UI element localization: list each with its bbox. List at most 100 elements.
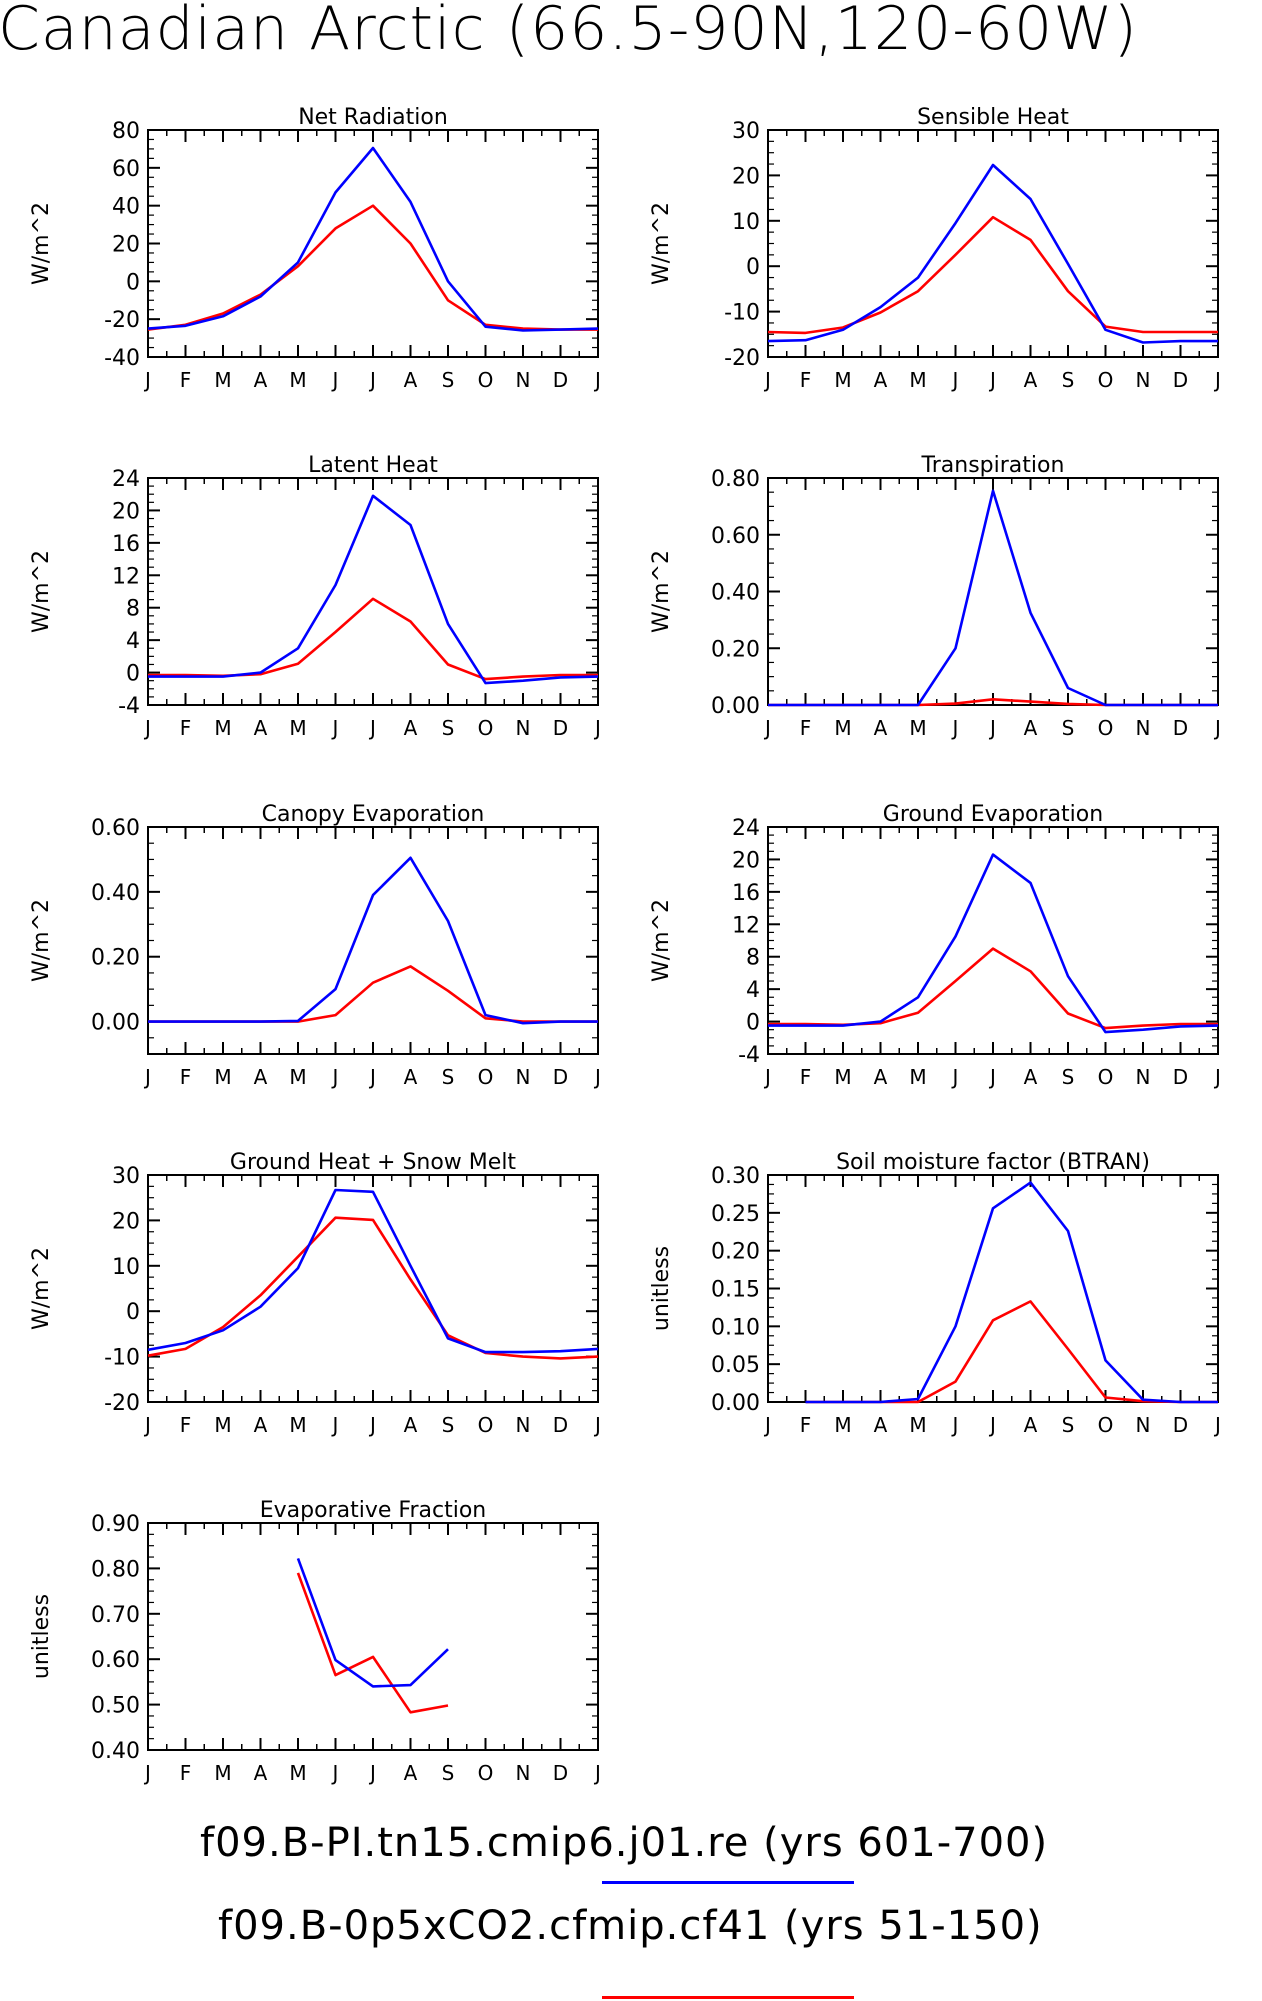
x-tick-label: J: [988, 1413, 996, 1437]
x-tick-label: A: [1024, 1413, 1038, 1437]
x-tick-label: A: [254, 1065, 268, 1089]
y-tick-label: 24: [732, 816, 760, 841]
x-tick-label: J: [763, 368, 771, 392]
x-tick-label: M: [214, 368, 231, 392]
x-tick-label: J: [143, 1413, 151, 1437]
y-axis-label: W/m^2: [29, 899, 54, 982]
y-axis-label: unitless: [649, 1246, 674, 1331]
x-tick-label: J: [593, 716, 601, 740]
x-tick-label: F: [800, 1413, 812, 1437]
chart-title: Soil moisture factor (BTRAN): [836, 1150, 1150, 1175]
y-tick-label: 0: [126, 1300, 140, 1325]
x-tick-label: N: [516, 1413, 531, 1437]
y-tick-label: 4: [746, 978, 760, 1003]
y-tick-label: 0: [746, 255, 760, 280]
series-line-run1: [147, 1188, 599, 1354]
y-tick-label: 20: [112, 233, 140, 258]
plot-frame: [767, 477, 1219, 706]
x-tick-label: F: [180, 1413, 192, 1437]
y-axis-label: W/m^2: [649, 550, 674, 633]
x-tick-label: O: [1098, 368, 1114, 392]
y-tick-label: 0.40: [711, 581, 760, 606]
x-tick-label: N: [516, 1065, 531, 1089]
x-tick-label: A: [874, 368, 888, 392]
x-tick-label: A: [404, 1065, 418, 1089]
x-tick-label: A: [254, 1413, 268, 1437]
y-tick-label: -20: [104, 308, 140, 333]
x-tick-label: M: [834, 1065, 851, 1089]
x-tick-label: J: [951, 716, 959, 740]
y-tick-label: 20: [112, 499, 140, 524]
x-tick-label: F: [800, 716, 812, 740]
y-tick-label: -10: [104, 1346, 140, 1371]
x-tick-label: M: [289, 716, 306, 740]
x-tick-label: N: [1136, 1065, 1151, 1089]
x-tick-label: J: [763, 716, 771, 740]
chart-title: Canopy Evaporation: [262, 802, 485, 827]
y-tick-label: 0: [746, 1011, 760, 1036]
y-tick-label: 0.60: [91, 1648, 140, 1673]
y-tick-label: 16: [112, 532, 140, 557]
x-tick-label: M: [214, 1413, 231, 1437]
x-tick-label: J: [763, 1065, 771, 1089]
x-tick-label: S: [442, 716, 455, 740]
x-tick-label: F: [180, 716, 192, 740]
y-tick-label: 0.40: [91, 881, 140, 906]
y-tick-label: 0.90: [91, 1512, 140, 1537]
y-axis-label: W/m^2: [649, 202, 674, 285]
x-tick-label: O: [478, 1065, 494, 1089]
y-tick-label: 40: [112, 195, 140, 220]
y-tick-label: 0.70: [91, 1603, 140, 1628]
y-tick-label: 0.40: [91, 1739, 140, 1764]
x-tick-label: F: [800, 368, 812, 392]
x-tick-label: N: [1136, 1413, 1151, 1437]
plot-frame: [147, 826, 599, 1055]
x-tick-label: O: [1098, 1065, 1114, 1089]
x-tick-label: S: [442, 1413, 455, 1437]
series-line-run1: [805, 1181, 1218, 1404]
x-tick-label: S: [442, 368, 455, 392]
x-tick-label: J: [951, 1065, 959, 1089]
y-axis-label: W/m^2: [29, 1247, 54, 1330]
x-tick-label: J: [593, 1065, 601, 1089]
plot-frame: [147, 1174, 599, 1403]
x-tick-label: O: [1098, 716, 1114, 740]
x-tick-label: J: [143, 1065, 151, 1089]
x-tick-label: J: [988, 716, 996, 740]
chart-title: Evaporative Fraction: [260, 1498, 486, 1523]
x-tick-label: F: [800, 1065, 812, 1089]
x-tick-label: J: [143, 368, 151, 392]
x-tick-label: J: [331, 716, 339, 740]
y-tick-label: 0.20: [91, 946, 140, 971]
x-tick-label: A: [254, 1761, 268, 1785]
series-line-run1: [148, 494, 599, 685]
x-tick-label: F: [180, 368, 192, 392]
series-line-run1: [148, 856, 598, 1025]
y-tick-label: 0.80: [91, 1557, 140, 1582]
x-tick-label: J: [593, 1761, 601, 1785]
x-tick-label: J: [331, 368, 339, 392]
x-tick-label: J: [593, 368, 601, 392]
x-tick-label: A: [874, 1065, 888, 1089]
y-tick-label: 0.60: [91, 816, 140, 841]
x-tick-label: J: [331, 1761, 339, 1785]
x-tick-label: S: [1062, 1065, 1075, 1089]
y-axis-label: unitless: [29, 1594, 54, 1679]
x-tick-label: M: [214, 1065, 231, 1089]
legend-label-run1: f09.B-PI.tn15.cmip6.j01.re (yrs 601-700): [200, 1820, 1049, 1866]
x-tick-label: J: [143, 1761, 151, 1785]
x-tick-label: J: [988, 1065, 996, 1089]
chart-title: Sensible Heat: [917, 105, 1069, 130]
x-tick-label: A: [874, 716, 888, 740]
y-tick-label: 12: [112, 564, 140, 589]
x-tick-label: S: [442, 1065, 455, 1089]
x-tick-label: A: [874, 1413, 888, 1437]
y-tick-label: 0.25: [711, 1202, 760, 1227]
series-line-run2: [805, 1300, 1218, 1404]
y-axis-label: W/m^2: [29, 550, 54, 633]
